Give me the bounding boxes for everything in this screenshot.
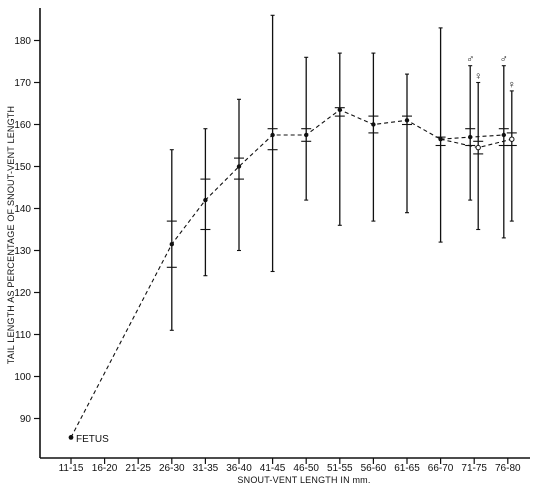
- mean-point: [438, 137, 443, 142]
- fetus-annotation: FETUS: [76, 434, 109, 445]
- x-tick-label: 46-50: [293, 463, 319, 474]
- sex-symbols: ♂ ♂♀♀: [466, 54, 516, 91]
- y-tick-label: 130: [14, 246, 31, 257]
- x-tick-label: 21-25: [125, 463, 151, 474]
- x-tick-label: 66-70: [428, 463, 454, 474]
- x-tick-label: 56-60: [361, 463, 387, 474]
- y-tick-label: 90: [20, 414, 32, 425]
- mean-point: [371, 122, 376, 127]
- x-tick-label: 36-40: [226, 463, 252, 474]
- y-tick-label: 120: [14, 288, 31, 299]
- female-symbol: ♀: [508, 79, 516, 91]
- mean-trend-trend-line: [70, 109, 441, 438]
- mean-points: [68, 107, 515, 440]
- mean-point: [501, 132, 506, 138]
- y-tick-label: 160: [14, 120, 31, 131]
- y-tick-label: 150: [14, 162, 31, 173]
- mean-point: [509, 136, 515, 142]
- y-tick-label: 170: [14, 78, 31, 89]
- mean-point: [236, 164, 242, 169]
- mean-point: [304, 132, 309, 138]
- y-ticks: 90 100 110 120 130 140 150 160 170 180: [14, 36, 40, 425]
- x-tick-label: 76-80: [495, 463, 521, 474]
- x-ticks: 11-15 16-20 21-25 26-30 31-35 36-40 41-45 46-50…: [59, 458, 521, 474]
- trend-lines: [70, 109, 512, 438]
- x-tick-label: 71-75: [461, 463, 487, 474]
- x-tick-label: 26-30: [159, 463, 185, 474]
- x-tick-label: 61-65: [394, 463, 420, 474]
- mean-point: [270, 132, 275, 138]
- mean-point: [203, 197, 208, 203]
- mean-point: [475, 144, 481, 151]
- male-symbol: ♂: [466, 54, 474, 66]
- mean-point: [169, 242, 174, 247]
- mean-point: [337, 107, 342, 113]
- mean-point: [468, 134, 473, 140]
- mean-point: [404, 118, 410, 123]
- x-tick-label: 31-35: [193, 463, 219, 474]
- x-tick-label: 16-20: [92, 463, 118, 474]
- y-tick-label: 110: [15, 330, 31, 341]
- y-tick-label: 140: [14, 204, 31, 215]
- x-axis-label: SNOUT-VENT LENGTH IN mm.: [237, 475, 370, 485]
- y-tick-label: 180: [14, 36, 31, 47]
- x-tick-label: 41-45: [260, 463, 286, 474]
- x-tick-label: 11-15: [59, 463, 84, 474]
- male-symbol: ♂: [500, 54, 508, 66]
- y-axis-label: TAIL LENGTH AS PERCENTAGE OF SNOUT-VENT …: [6, 106, 16, 364]
- fetus-point: [68, 435, 74, 440]
- axes: [39, 8, 530, 459]
- y-tick-label: 100: [14, 372, 31, 383]
- x-tick-label: 51-55: [327, 463, 353, 474]
- female-symbol: ♀: [474, 71, 482, 83]
- range-bars: [166, 14, 517, 331]
